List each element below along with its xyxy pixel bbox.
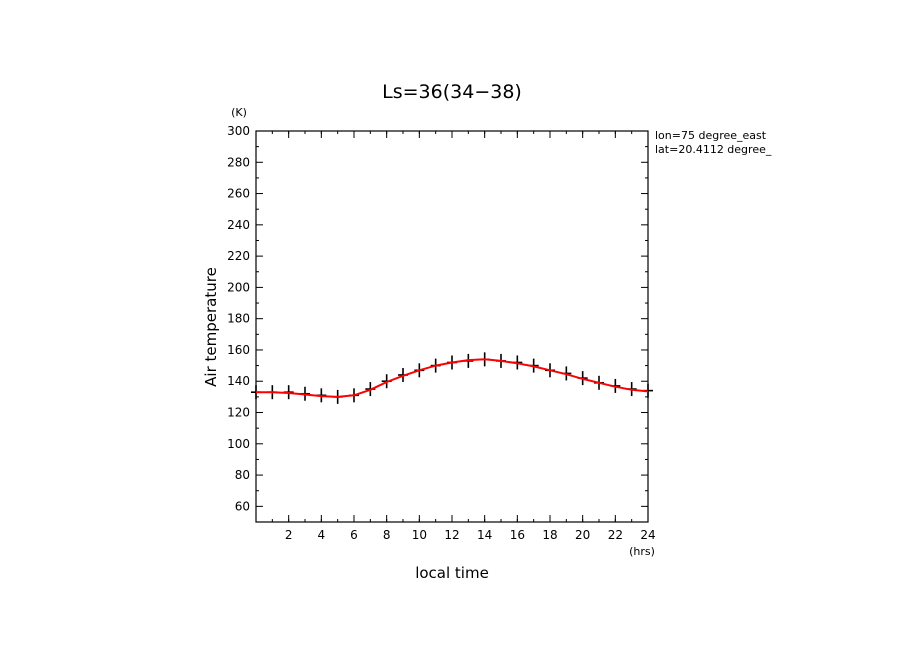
series-layer — [251, 352, 653, 404]
annotation-lon: lon=75 degree_east — [655, 129, 767, 142]
x-tick-label: 18 — [542, 528, 557, 542]
y-tick-label: 300 — [227, 124, 250, 138]
x-tick-label: 6 — [350, 528, 358, 542]
x-tick-label: 4 — [318, 528, 326, 542]
x-tick-label: 24 — [640, 528, 655, 542]
x-tick-label: 10 — [412, 528, 427, 542]
fit-line — [256, 358, 649, 398]
y-tick-label: 240 — [227, 218, 250, 232]
chart-title: Ls=36(34−38) — [382, 81, 522, 103]
annotation-lat: lat=20.4112 degree_ — [655, 143, 772, 156]
y-tick-label: 220 — [227, 249, 250, 263]
x-tick-label: 20 — [575, 528, 590, 542]
y-axis-title: Air temperature — [202, 267, 220, 387]
x-unit-label: (hrs) — [629, 545, 655, 558]
x-tick-label: 2 — [285, 528, 293, 542]
y-tick-label: 60 — [235, 499, 250, 513]
x-axis-title: local time — [415, 564, 489, 582]
y-tick-label: 160 — [227, 343, 250, 357]
x-tick-label: 22 — [608, 528, 623, 542]
y-tick-label: 200 — [227, 280, 250, 294]
plot-frame — [255, 130, 649, 523]
x-tick-label: 12 — [444, 528, 459, 542]
y-tick-label: 280 — [227, 155, 250, 169]
x-tick-label: 8 — [383, 528, 391, 542]
y-tick-label: 100 — [227, 437, 250, 451]
x-tick-label: 14 — [477, 528, 492, 542]
ticks-layer: 2 4 6 8 10 12 14 16 18 20 22 2460801001201401601802… — [227, 124, 656, 542]
x-tick-label: 16 — [510, 528, 525, 542]
y-tick-label: 180 — [227, 312, 250, 326]
y-tick-label: 140 — [227, 374, 250, 388]
y-tick-label: 260 — [227, 187, 250, 201]
y-unit-label: (K) — [231, 106, 247, 119]
y-tick-label: 120 — [227, 406, 250, 420]
y-tick-label: 80 — [235, 468, 250, 482]
